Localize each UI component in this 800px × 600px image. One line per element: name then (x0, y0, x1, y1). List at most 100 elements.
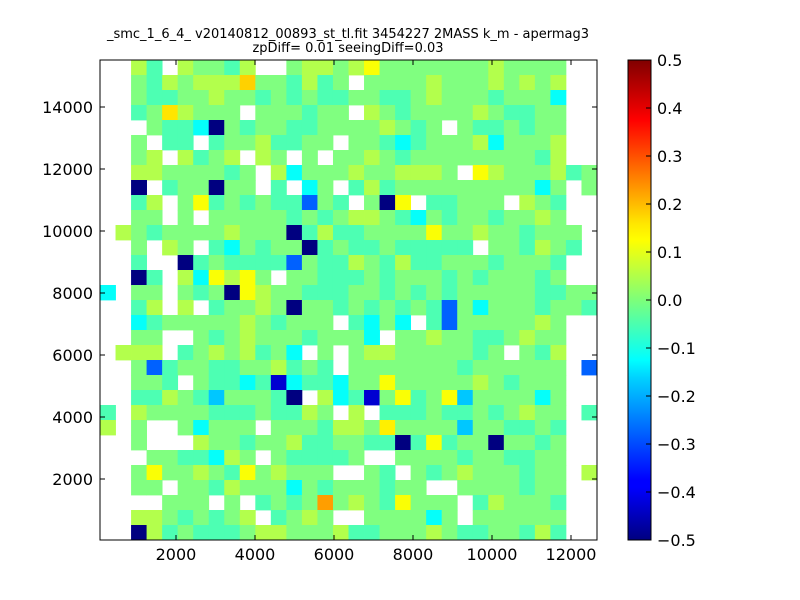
heatmap-cell (348, 225, 365, 241)
heatmap-cell (488, 90, 505, 106)
heatmap-cell (317, 405, 334, 421)
heatmap-cell (364, 270, 380, 286)
heatmap-cell (364, 375, 380, 391)
heatmap-cell (317, 90, 334, 106)
heatmap-cell (332, 60, 349, 76)
heatmap-cell (395, 90, 412, 106)
heatmap-cell (255, 330, 272, 346)
heatmap-cell (146, 210, 163, 226)
heatmap-cell (457, 345, 474, 361)
heatmap-cell (162, 105, 179, 121)
heatmap-cell (193, 255, 210, 271)
heatmap-cell (286, 375, 303, 391)
heatmap-cell (550, 60, 567, 76)
heatmap-cell (193, 480, 210, 496)
heatmap-cell (472, 315, 489, 331)
colorbar-tick-label: −0.4 (657, 483, 696, 502)
heatmap-cell (379, 210, 396, 226)
heatmap-cell (441, 330, 458, 346)
heatmap-cell (286, 345, 303, 361)
heatmap-cell (364, 360, 380, 376)
heatmap-cell (472, 495, 489, 511)
heatmap-cell (224, 105, 241, 121)
heatmap-cell (332, 375, 349, 391)
heatmap-cell (162, 360, 179, 376)
heatmap-cell (239, 510, 256, 526)
heatmap-cell (410, 255, 427, 271)
heatmap-cell (162, 450, 179, 466)
heatmap-cell (255, 300, 272, 316)
heatmap-cell (426, 390, 443, 406)
heatmap-cell (224, 390, 241, 406)
heatmap-cell (550, 345, 567, 361)
heatmap-cell (441, 60, 458, 76)
heatmap-cell (208, 465, 225, 481)
heatmap-cell (472, 450, 489, 466)
heatmap-cell (332, 195, 349, 211)
heatmap-cell (131, 480, 147, 496)
heatmap-cell (286, 135, 303, 151)
heatmap-cell (162, 405, 179, 421)
heatmap-cell (239, 90, 256, 106)
heatmap-cell (488, 120, 505, 136)
heatmap-cell (224, 480, 241, 496)
heatmap-cell (348, 90, 365, 106)
heatmap-cell (301, 495, 318, 511)
heatmap-cell (410, 510, 427, 526)
heatmap-cell (224, 510, 241, 526)
heatmap-cell (332, 90, 349, 106)
heatmap-cell (131, 105, 147, 121)
heatmap-cell (270, 300, 287, 316)
heatmap-cell (146, 150, 163, 166)
heatmap-cell (317, 240, 334, 256)
heatmap-cell (286, 300, 303, 316)
heatmap-cell (332, 495, 349, 511)
heatmap-cell (395, 180, 412, 196)
heatmap-cell (534, 285, 551, 301)
heatmap-cell (426, 525, 443, 541)
heatmap-cell (270, 420, 287, 436)
heatmap-cell (472, 420, 489, 436)
heatmap-cell (348, 300, 365, 316)
heatmap-cell (270, 165, 287, 181)
heatmap-cell (301, 405, 318, 421)
heatmap-cell (503, 60, 520, 76)
heatmap-cell (317, 345, 334, 361)
heatmap-cell (224, 315, 241, 331)
heatmap-cell (301, 375, 318, 391)
heatmap-cell (410, 225, 427, 241)
heatmap-cell (131, 420, 147, 436)
heatmap-cell (301, 195, 318, 211)
x-tick-label: 8000 (393, 545, 434, 564)
heatmap-cell (565, 165, 582, 181)
heatmap-cell (395, 255, 412, 271)
colorbar-tick-label: −0.5 (657, 531, 696, 550)
heatmap-cell (503, 405, 520, 421)
y-tick-label: 14000 (42, 98, 93, 117)
heatmap-cell (348, 390, 365, 406)
heatmap-cell (332, 525, 349, 541)
heatmap-cell (162, 525, 179, 541)
heatmap-cell (131, 225, 147, 241)
heatmap-cell (255, 525, 272, 541)
heatmap-cell (534, 480, 551, 496)
heatmap-cell (131, 60, 147, 76)
heatmap-cell (286, 525, 303, 541)
heatmap-cell (426, 150, 443, 166)
heatmap-cell (146, 225, 163, 241)
heatmap-cell (395, 210, 412, 226)
heatmap-cell (488, 75, 505, 91)
heatmap-cell (332, 105, 349, 121)
heatmap-cell (379, 360, 396, 376)
heatmap-cell (177, 150, 194, 166)
x-tick-label: 10000 (467, 545, 518, 564)
heatmap-cell (286, 465, 303, 481)
heatmap-cell (255, 225, 272, 241)
heatmap-cell (410, 270, 427, 286)
heatmap-cell (457, 435, 474, 451)
heatmap-cell (239, 165, 256, 181)
heatmap-cell (503, 375, 520, 391)
heatmap-cell (224, 270, 241, 286)
heatmap-cell (457, 120, 474, 136)
heatmap-cell (348, 495, 365, 511)
